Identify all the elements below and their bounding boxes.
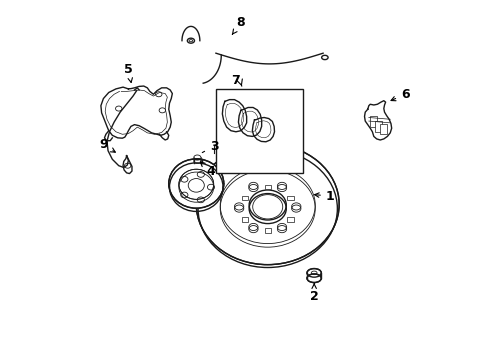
Text: 6: 6 xyxy=(390,88,409,101)
Text: 7: 7 xyxy=(231,73,240,86)
Ellipse shape xyxy=(291,203,300,210)
Text: 4: 4 xyxy=(200,162,215,177)
Bar xyxy=(380,123,386,134)
Ellipse shape xyxy=(306,269,321,277)
Bar xyxy=(264,228,270,233)
Bar xyxy=(241,217,247,222)
Polygon shape xyxy=(252,117,274,142)
Bar xyxy=(369,116,377,127)
Text: 5: 5 xyxy=(124,63,133,82)
Bar xyxy=(264,185,270,189)
Polygon shape xyxy=(159,132,168,140)
Bar xyxy=(241,195,247,200)
Bar xyxy=(286,217,293,222)
Ellipse shape xyxy=(248,182,258,189)
Ellipse shape xyxy=(220,166,315,244)
Ellipse shape xyxy=(248,190,285,220)
Ellipse shape xyxy=(234,203,244,210)
Text: 9: 9 xyxy=(99,139,115,152)
Text: 2: 2 xyxy=(309,284,318,303)
Polygon shape xyxy=(222,100,246,132)
Text: 1: 1 xyxy=(314,190,334,203)
Bar xyxy=(286,195,293,200)
Polygon shape xyxy=(364,101,391,140)
Polygon shape xyxy=(101,86,172,138)
Ellipse shape xyxy=(179,169,213,199)
Polygon shape xyxy=(104,131,112,141)
Bar xyxy=(216,89,303,173)
Ellipse shape xyxy=(248,224,258,230)
Ellipse shape xyxy=(196,144,339,265)
Bar xyxy=(374,121,381,132)
Polygon shape xyxy=(238,108,261,136)
Ellipse shape xyxy=(306,274,321,283)
Ellipse shape xyxy=(277,224,286,230)
Ellipse shape xyxy=(168,159,224,208)
Text: 8: 8 xyxy=(232,16,245,35)
Ellipse shape xyxy=(277,182,286,189)
Text: 3: 3 xyxy=(202,140,218,153)
